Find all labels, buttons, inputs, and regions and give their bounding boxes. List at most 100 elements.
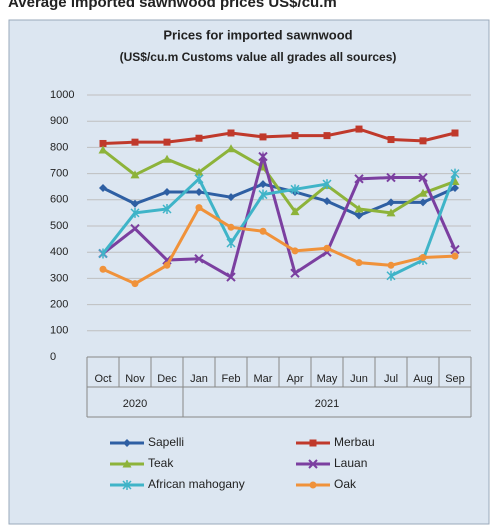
point — [386, 208, 396, 217]
y-tick-label: 100 — [50, 325, 68, 337]
point — [418, 188, 428, 197]
point — [130, 207, 140, 218]
legend-label: Teak — [148, 456, 174, 470]
point — [226, 144, 236, 153]
point — [323, 197, 331, 206]
group-label: 2021 — [315, 398, 339, 410]
legend-marker — [122, 459, 132, 468]
point — [195, 134, 203, 142]
point — [355, 211, 363, 220]
point — [163, 261, 171, 269]
point — [227, 129, 235, 137]
point — [451, 252, 459, 260]
x-tick-label: Sep — [445, 373, 465, 385]
point — [227, 193, 235, 202]
point — [163, 138, 171, 146]
point — [195, 187, 203, 196]
point — [162, 154, 172, 163]
point — [354, 204, 364, 213]
x-tick-label: Mar — [254, 373, 273, 385]
x-tick-label: Jun — [350, 373, 368, 385]
point — [98, 248, 108, 259]
chart-frame — [8, 19, 490, 525]
x-tick-label: Dec — [157, 373, 177, 385]
point — [258, 151, 268, 162]
point — [227, 223, 235, 231]
point — [99, 184, 107, 193]
point — [387, 261, 395, 269]
point — [387, 136, 395, 144]
chart-subtitle: (US$/cu.m Customs value all grades all s… — [120, 50, 397, 64]
legend-marker — [309, 439, 317, 447]
point — [290, 268, 300, 278]
y-tick-label: 700 — [50, 168, 68, 180]
legend-marker — [308, 459, 318, 469]
x-tick-label: Feb — [222, 373, 241, 385]
point — [419, 198, 427, 207]
legend-label: African mahogany — [148, 477, 245, 491]
point — [98, 145, 108, 154]
series-line — [102, 205, 456, 286]
point — [259, 227, 267, 235]
legend-label: Oak — [334, 477, 357, 491]
y-tick-label: 0 — [50, 351, 56, 363]
x-tick-label: Aug — [413, 373, 433, 385]
point — [195, 204, 203, 212]
point — [226, 238, 236, 249]
point — [451, 184, 459, 193]
point — [387, 198, 395, 207]
legend-label: Merbau — [334, 435, 375, 449]
point — [323, 244, 331, 252]
point — [194, 254, 204, 264]
x-tick-label: Apr — [286, 373, 303, 385]
point — [386, 172, 396, 183]
series-line — [102, 146, 456, 215]
y-tick-label: 400 — [50, 246, 68, 258]
y-tick-label: 600 — [50, 194, 68, 206]
chart-title: Prices for imported sawnwood — [163, 27, 352, 42]
x-tick-label: Jan — [190, 373, 208, 385]
point — [131, 280, 139, 288]
x-tick-label: Nov — [125, 373, 145, 385]
y-tick-label: 300 — [50, 272, 68, 284]
point — [323, 132, 331, 140]
group-label: 2020 — [123, 398, 147, 410]
point — [226, 272, 236, 282]
point — [163, 187, 171, 196]
point — [450, 168, 460, 179]
series-line — [102, 150, 457, 280]
point — [451, 129, 459, 137]
y-tick-label: 200 — [50, 299, 68, 311]
point — [131, 138, 139, 146]
series-line — [102, 127, 456, 145]
point — [131, 199, 139, 208]
point — [450, 244, 460, 255]
x-tick-label: Jul — [384, 373, 398, 385]
point — [322, 179, 332, 190]
page-title: Average imported sawnwood prices US$/cu.… — [8, 0, 337, 11]
point — [290, 207, 300, 216]
y-tick-label: 800 — [50, 141, 68, 153]
legend-label: Sapelli — [148, 435, 184, 449]
point — [194, 173, 204, 184]
point — [130, 170, 140, 179]
point — [99, 265, 107, 273]
point — [419, 253, 427, 261]
point — [258, 189, 268, 200]
point — [355, 125, 363, 133]
legend-label: Lauan — [334, 456, 367, 470]
point — [130, 223, 140, 234]
y-tick-label: 1000 — [50, 89, 74, 101]
x-tick-label: Oct — [94, 373, 111, 385]
legend-marker — [123, 439, 131, 447]
point — [291, 132, 299, 140]
point — [418, 172, 428, 183]
point — [99, 139, 107, 147]
point — [259, 180, 267, 189]
point — [194, 167, 204, 176]
legend-marker — [122, 480, 132, 490]
point — [386, 270, 396, 281]
point — [259, 133, 267, 141]
point — [419, 137, 427, 145]
legend-marker — [309, 481, 317, 489]
